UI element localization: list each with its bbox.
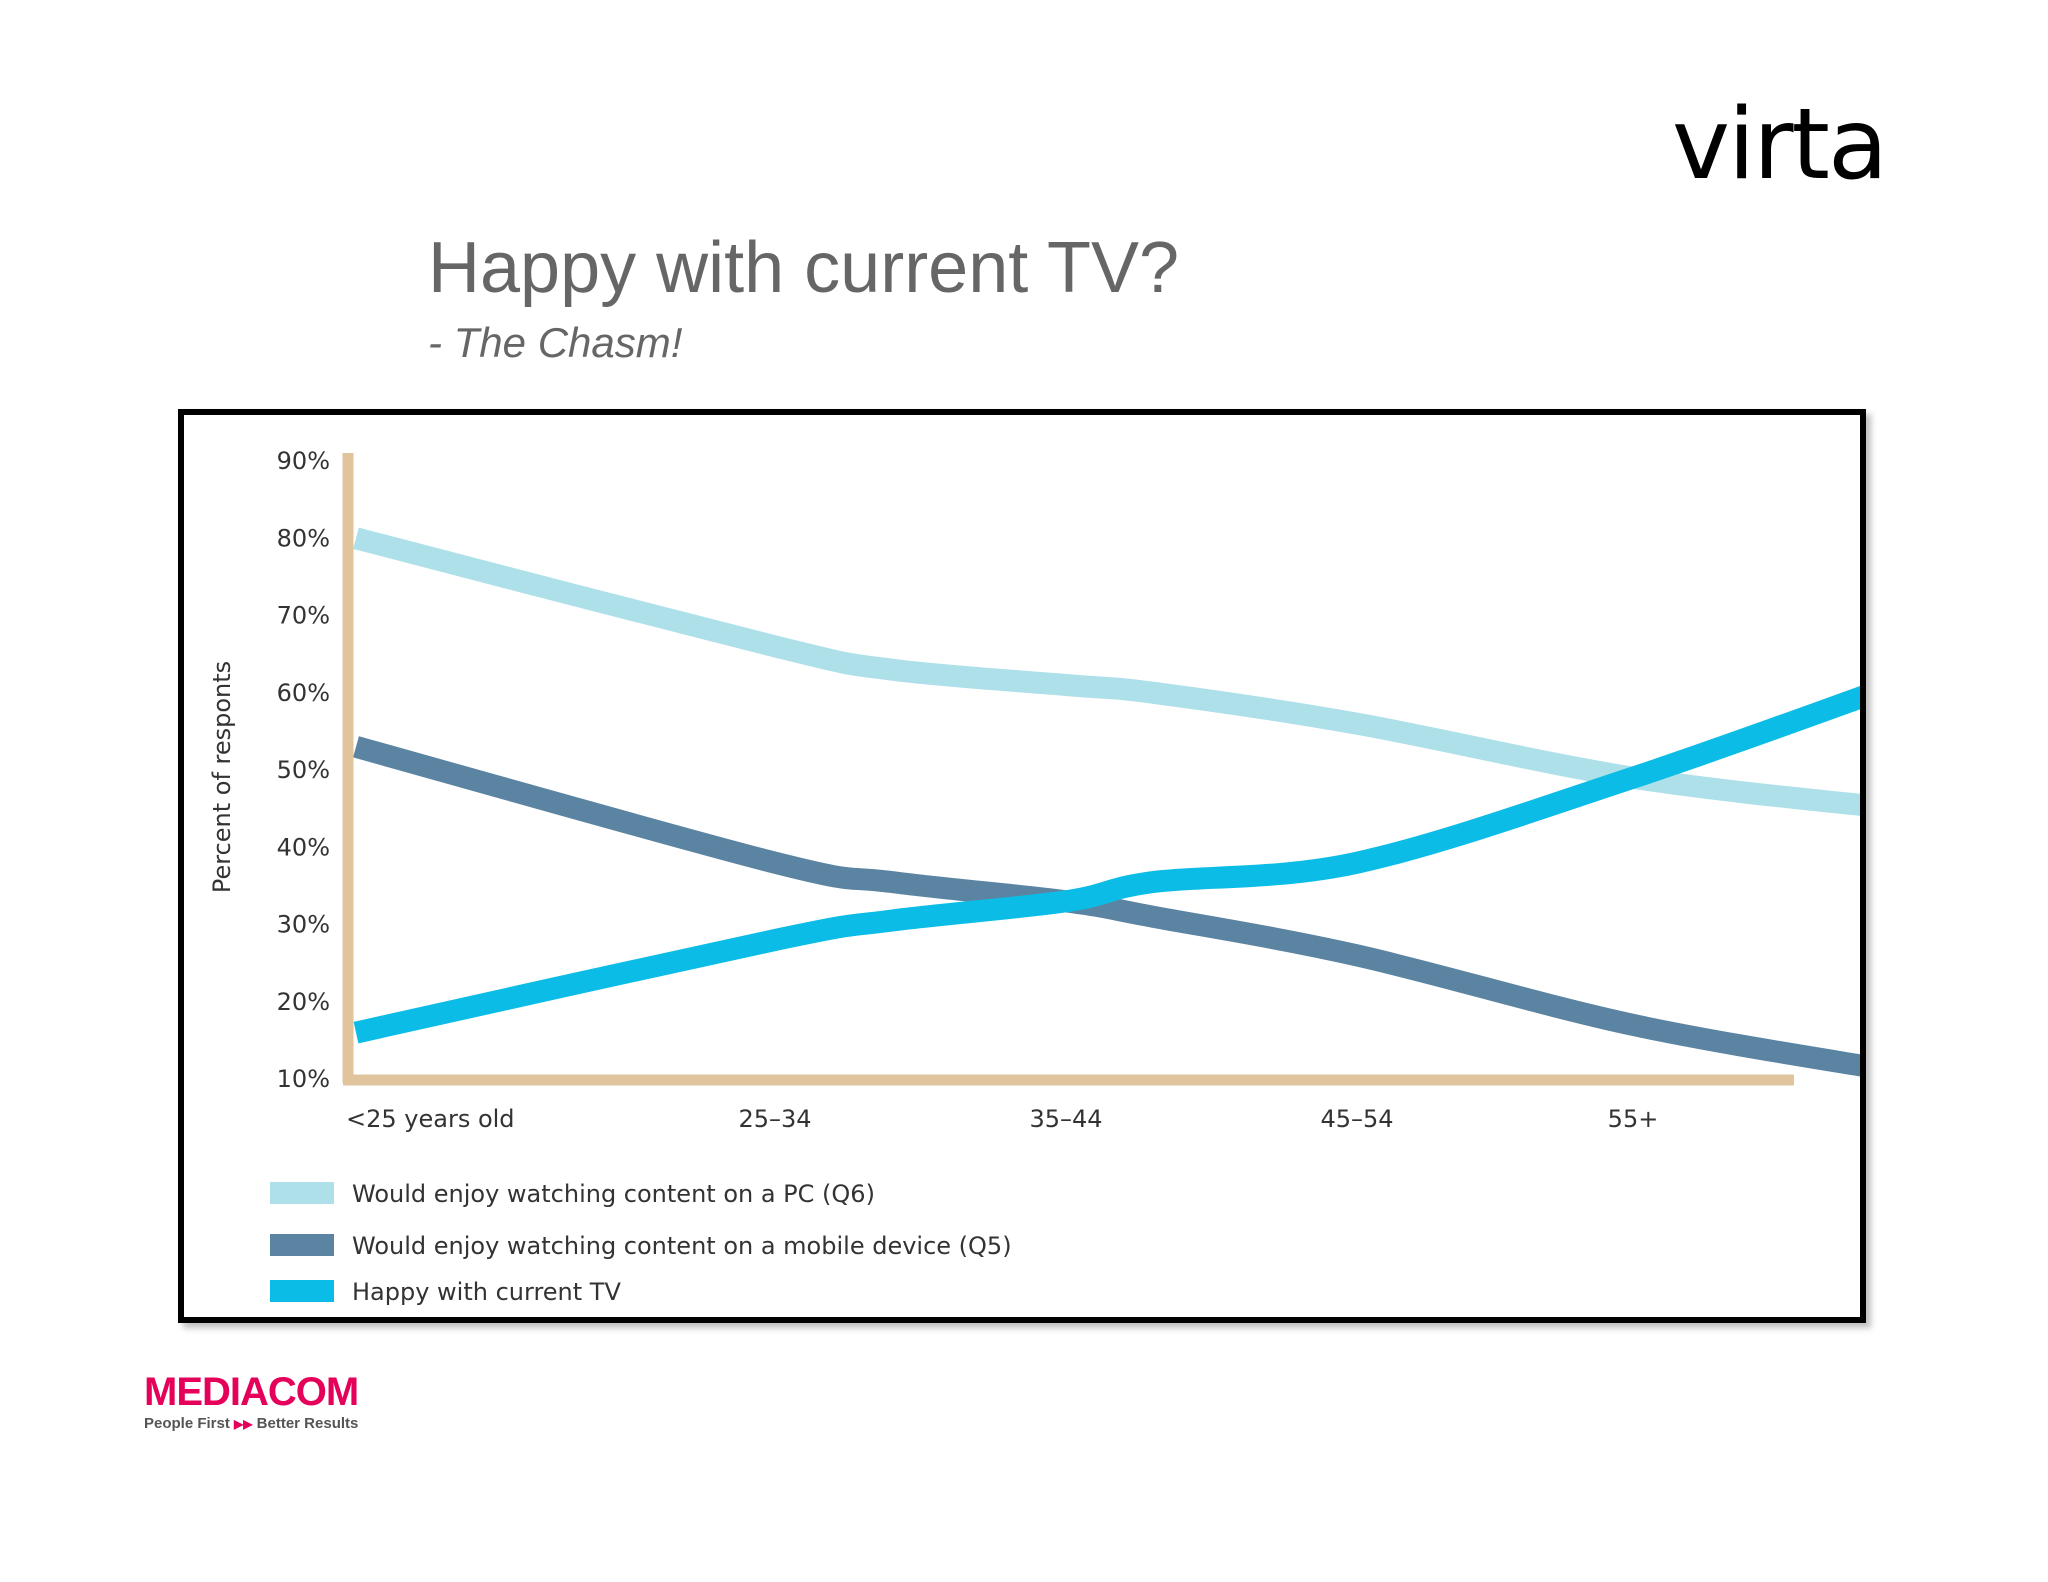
virta-logo: virta	[1672, 88, 1888, 202]
y-tick-label: 70%	[277, 602, 330, 630]
series-line-2	[353, 736, 1860, 1077]
y-tick-label: 50%	[277, 756, 330, 784]
legend-label: Would enjoy watching content on a PC (Q6…	[352, 1180, 875, 1208]
legend-swatch	[270, 1280, 334, 1302]
y-tick-label: 80%	[277, 524, 330, 552]
axes	[342, 453, 1794, 1086]
legend-label: Happy with current TV	[352, 1278, 621, 1306]
tagline-left: People First	[144, 1415, 230, 1432]
series-line-3	[353, 685, 1860, 1044]
y-tick-label: 40%	[277, 833, 330, 861]
mediacom-tagline: People First ▶▶ Better Results	[144, 1416, 384, 1431]
y-axis-label-group: Percent of responts	[208, 661, 236, 893]
y-tick-label: 30%	[277, 911, 330, 939]
line-chart: 90% 80% 70% 60% 50% 40% 30% 20% 10% <25 years ol…	[208, 447, 1860, 1306]
y-tick-label: 10%	[277, 1065, 330, 1093]
legend: Would enjoy watching content on a PC (Q6…	[270, 1180, 1012, 1306]
x-tick-label: <25 years old	[346, 1105, 515, 1133]
x-tick-labels: <25 years old 25–34 35–44 45–54 55+	[346, 1105, 1658, 1133]
legend-label: Would enjoy watching content on a mobile…	[352, 1232, 1012, 1260]
y-tick-labels: 90% 80% 70% 60% 50% 40% 30% 20% 10%	[277, 447, 330, 1093]
double-arrow-icon: ▶▶	[234, 1417, 253, 1431]
x-tick-label: 25–34	[738, 1105, 811, 1133]
x-tick-label: 55+	[1608, 1105, 1659, 1133]
y-tick-label: 90%	[277, 447, 330, 475]
mediacom-logo: MEDIACOM People First ▶▶ Better Results	[144, 1372, 384, 1431]
x-tick-label: 45–54	[1320, 1105, 1393, 1133]
mediacom-wordmark: MEDIACOM	[144, 1370, 359, 1414]
x-tick-label: 35–44	[1029, 1105, 1102, 1133]
tagline-right: Better Results	[256, 1415, 359, 1432]
legend-swatch	[270, 1182, 334, 1204]
y-axis-label: Percent of responts	[208, 661, 236, 893]
legend-swatch	[270, 1234, 334, 1256]
slide-title: Happy with current TV?	[428, 228, 1180, 308]
slide-subtitle: - The Chasm!	[428, 319, 683, 366]
y-tick-label: 20%	[277, 988, 330, 1016]
series-lines	[353, 527, 1860, 1077]
chart-frame: 90% 80% 70% 60% 50% 40% 30% 20% 10% <25 years ol…	[178, 409, 1866, 1323]
y-tick-label: 60%	[277, 679, 330, 707]
